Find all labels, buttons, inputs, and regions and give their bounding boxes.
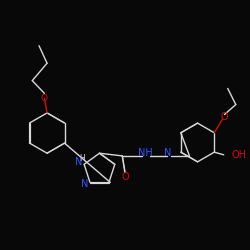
Text: N: N [81,179,88,189]
Text: H: H [79,154,85,163]
Text: O: O [121,172,129,181]
Text: O: O [41,94,48,103]
Text: NH: NH [138,148,152,158]
Text: N: N [74,158,82,168]
Text: O: O [221,112,228,122]
Text: N: N [164,148,172,158]
Text: OH: OH [231,150,246,160]
